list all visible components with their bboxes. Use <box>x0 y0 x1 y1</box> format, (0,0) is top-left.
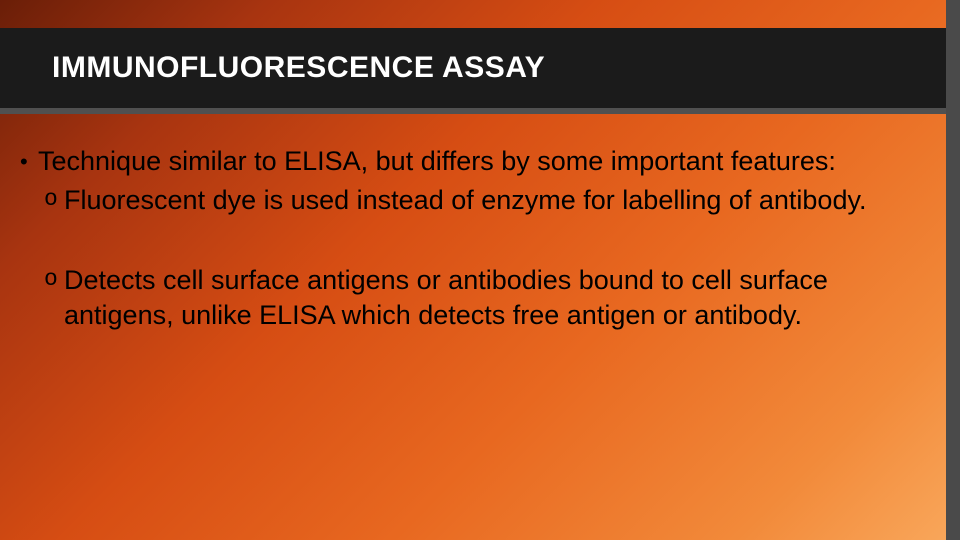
sub-bullet-text: Fluorescent dye is used instead of enzym… <box>64 183 940 218</box>
bullet-marker-icon: • <box>20 145 38 176</box>
title-band: IMMUNOFLUORESCENCE ASSAY <box>0 28 960 108</box>
slide: IMMUNOFLUORESCENCE ASSAY • Technique sim… <box>0 0 960 540</box>
sub-bullet-text: Detects cell surface antigens or antibod… <box>64 263 940 332</box>
slide-content: • Technique similar to ELISA, but differ… <box>20 145 940 332</box>
sub-bullet-item: o Fluorescent dye is used instead of enz… <box>44 183 940 218</box>
side-accent-bar <box>946 0 960 540</box>
sub-bullet-item: o Detects cell surface antigens or antib… <box>44 263 940 332</box>
spacer <box>20 217 940 263</box>
bullet-item: • Technique similar to ELISA, but differ… <box>20 145 940 179</box>
title-underline <box>0 108 960 114</box>
bullet-text: Technique similar to ELISA, but differs … <box>38 145 940 179</box>
sub-bullet-marker-icon: o <box>44 183 64 214</box>
sub-bullet-marker-icon: o <box>44 263 64 294</box>
slide-title: IMMUNOFLUORESCENCE ASSAY <box>52 51 545 85</box>
